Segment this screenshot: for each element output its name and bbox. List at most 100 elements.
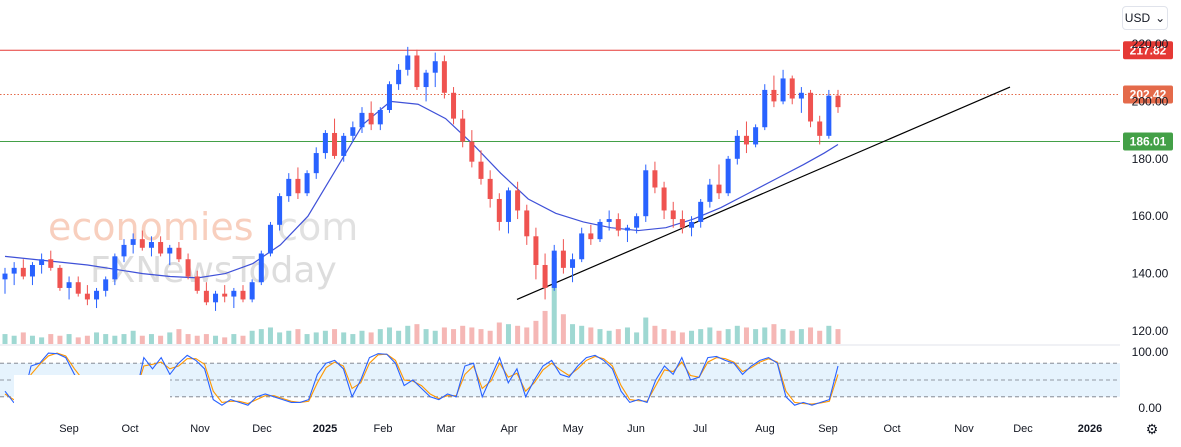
price-axis[interactable]: 220.00 200.00 180.00 160.00 140.00 120.00 100.… [1132, 37, 1169, 415]
candle-body [304, 173, 310, 194]
candle-body [148, 242, 154, 248]
time-tick-label: Aug [755, 423, 775, 435]
volume-bar [39, 337, 45, 344]
level-badge-resistance [1123, 41, 1173, 60]
stochastic-tick-label: 0.00 [1138, 401, 1162, 415]
volume-bar [771, 324, 777, 344]
volume-bar [542, 310, 548, 344]
level-badge-support [1123, 132, 1173, 151]
candle-body [698, 201, 704, 222]
candle-body [359, 112, 365, 128]
volume-bar [112, 335, 118, 344]
volume-bar [158, 335, 164, 344]
volume-bar [780, 329, 786, 344]
volume-bar [167, 332, 173, 344]
volume-bar [139, 335, 145, 344]
volume-bar [652, 325, 658, 344]
candle-body [94, 290, 100, 300]
candle-body [441, 61, 447, 93]
candle-body [258, 253, 264, 283]
volume-bar [478, 329, 484, 344]
volume-bar [332, 329, 338, 344]
candle-body [2, 273, 8, 280]
volume-bar [505, 324, 511, 344]
volume-bar [350, 334, 356, 344]
watermark: economies .com FXNewsToday [48, 205, 358, 291]
candle-body [158, 242, 164, 254]
time-tick-label: Dec [252, 423, 272, 435]
volume-bar [20, 332, 26, 344]
candle-body [377, 110, 383, 125]
candle-body [670, 210, 676, 220]
candle-body [679, 219, 685, 228]
candle-body [267, 224, 273, 254]
candle-body [432, 61, 438, 73]
candles [2, 46, 841, 311]
volume-bar [148, 334, 154, 344]
volume-bar [734, 325, 740, 344]
volume-bar [606, 330, 612, 344]
gear-icon[interactable]: ⚙ [1145, 421, 1159, 437]
price-tick-label: 140.00 [1132, 267, 1169, 281]
candle-body [222, 293, 228, 297]
volume-bar [789, 330, 795, 344]
candle-body [295, 178, 301, 194]
candle-body [423, 72, 429, 88]
volume-bar [57, 335, 63, 344]
horizontal-levels: 217.82 202.42 186.01 [0, 41, 1173, 151]
candle-body [753, 127, 759, 145]
trendline[interactable] [516, 86, 1011, 300]
volume-bar [597, 329, 603, 344]
candle-body [48, 259, 54, 268]
volume-bar [515, 325, 521, 344]
candle-body [789, 78, 795, 99]
candle-body [39, 259, 45, 265]
time-tick-label: Dec [1013, 423, 1033, 435]
candle-body [835, 95, 841, 108]
volume-bar [533, 320, 539, 344]
time-tick-label: Jul [693, 423, 707, 435]
volume-bar [130, 330, 136, 344]
volume-bar [277, 332, 283, 344]
volume-bar [222, 337, 228, 344]
volume-bar [386, 327, 392, 344]
candle-body [515, 190, 521, 211]
candle-body [213, 293, 219, 303]
candle-body [634, 216, 640, 228]
candle-body [139, 239, 145, 248]
volume-bar [48, 334, 54, 344]
candle-body [460, 118, 466, 142]
overlay-mask [14, 375, 170, 411]
candle-body [542, 264, 548, 288]
candle-body [185, 259, 191, 277]
level-label-support: 186.01 [1130, 135, 1167, 149]
candle-body [341, 135, 347, 156]
volume-bar [84, 335, 90, 344]
candle-body [817, 121, 823, 136]
time-axis[interactable]: Sep Oct Nov Dec 2025 Feb Mar Apr May Jun Jul Aug Sep… [59, 423, 1102, 435]
candle-body [661, 187, 667, 211]
candle-body [84, 293, 90, 300]
currency-selector[interactable]: USD ⌄ [1122, 6, 1168, 30]
candle-body [57, 267, 63, 288]
candle-body [652, 170, 658, 188]
candle-body [734, 135, 740, 159]
volume-bar [359, 330, 365, 344]
candle-body [707, 184, 713, 202]
volume-bar [707, 327, 713, 344]
candle-body [487, 178, 493, 199]
volume-bar [570, 324, 576, 344]
candle-body [176, 247, 182, 260]
volume-bar [213, 335, 219, 344]
candle-body [798, 92, 804, 99]
candle-body [643, 170, 649, 217]
volume-bar [560, 314, 566, 344]
watermark-brand2: FXNewsToday [90, 250, 337, 291]
candle-body [121, 244, 127, 257]
candle-body [624, 227, 630, 231]
trendline-line [516, 86, 1011, 300]
candle-body [286, 178, 292, 197]
volume-bar [185, 334, 191, 344]
volume-bar [469, 327, 475, 344]
